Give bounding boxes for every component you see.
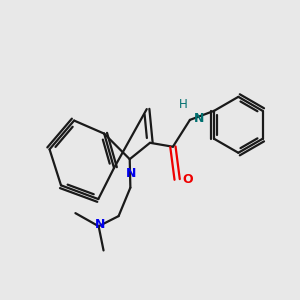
Text: N: N [194,112,204,125]
Text: H: H [179,98,188,111]
Text: N: N [126,167,136,180]
Text: N: N [95,218,105,231]
Text: O: O [182,173,193,186]
